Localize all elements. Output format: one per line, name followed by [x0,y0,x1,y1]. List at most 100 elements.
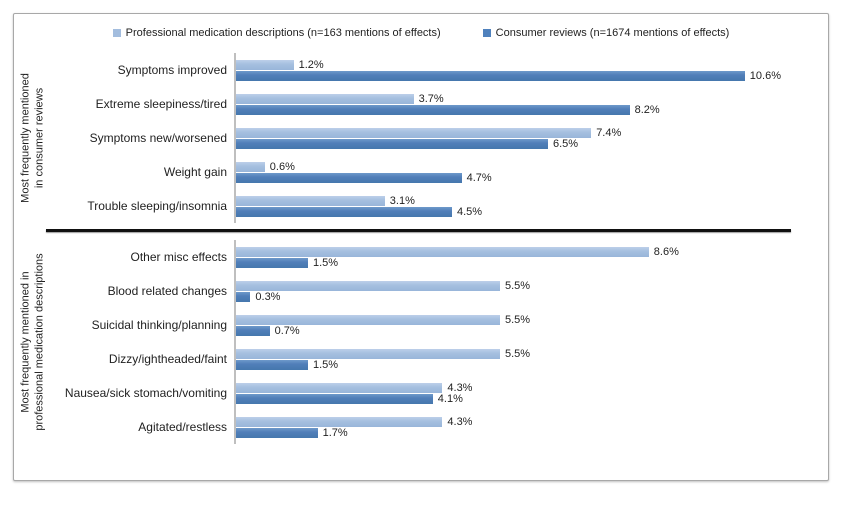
bar-consumer [236,359,308,370]
bar-group: 5.5% 1.5% [234,342,828,376]
legend-label-professional: Professional medication descriptions (n=… [125,27,441,39]
value-label-professional: 0.6% [269,160,295,173]
value-label-professional: 8.6% [653,245,679,258]
bar-consumer [236,393,433,404]
bar-group: 3.7% 8.2% [234,87,828,121]
category-label: Trouble sleeping/insomnia [87,199,227,213]
category-label: Other misc effects [130,250,227,264]
bar-line-professional: 7.4% [236,126,828,139]
bar-consumer [236,427,318,438]
bar-professional [236,314,500,325]
bar-group: 5.5% 0.3% [234,274,828,308]
value-label-consumer: 1.7% [322,426,348,439]
legend-item-professional: Professional medication descriptions (n=… [112,27,441,39]
bar-group: 0.6% 4.7% [234,155,828,189]
bar-line-professional: 4.3% [236,415,828,428]
bar-line-consumer: 1.5% [236,256,828,269]
bar-line-consumer: 1.5% [236,358,828,371]
bar-consumer [236,104,630,115]
bar-line-consumer: 0.3% [236,291,828,303]
section-axis-label: Most frequently mentioned in consumer rev… [14,53,52,223]
category-rows: Other misc effects 8.6% 1.5% Blood related … [52,240,828,444]
bar-group: 5.5% 0.7% [234,308,828,342]
bar-group: 3.1% 4.5% [234,189,828,223]
bar-professional [236,195,385,206]
value-label-professional: 3.1% [389,194,415,207]
category-label: Symptoms new/worsened [89,131,227,145]
value-label-consumer: 8.2% [634,103,660,116]
bar-line-consumer: 10.6% [236,70,828,82]
bar-professional [236,246,649,257]
bar-consumer [236,138,548,149]
value-label-professional: 5.5% [505,347,531,360]
value-label-professional: 5.5% [505,279,531,292]
category-row: Symptoms improved 1.2% 10.6% [52,53,828,87]
section-axis-label: Most frequently mentioned in professional… [14,240,52,444]
category-label: Agitated/restless [138,420,227,434]
bar-group: 1.2% 10.6% [234,53,828,87]
bar-line-professional: 5.5% [236,279,828,292]
category-label: Dizzy/ightheaded/faint [108,352,227,366]
bar-group: 4.3% 1.7% [234,410,828,444]
value-label-professional: 4.3% [447,381,473,394]
value-label-professional: 5.5% [505,313,531,326]
bar-line-professional: 3.1% [236,194,828,207]
bar-professional [236,127,592,138]
category-label: Suicidal thinking/planning [91,318,227,332]
bar-consumer [236,325,270,336]
value-label-professional: 3.7% [418,92,444,105]
value-label-consumer: 1.5% [313,358,339,371]
value-label-consumer: 6.5% [553,137,579,150]
bar-consumer [236,172,462,183]
category-label: Nausea/sick stomach/vomiting [64,386,227,400]
bar-line-consumer: 4.5% [236,206,828,218]
category-rows: Symptoms improved 1.2% 10.6% Extreme sleepi… [52,53,828,223]
value-label-consumer: 1.5% [313,256,339,269]
bar-group: 8.6% 1.5% [234,240,828,274]
bar-professional [236,59,294,70]
category-label: Symptoms improved [117,63,227,77]
bar-consumer [236,70,745,81]
category-row: Extreme sleepiness/tired 3.7% 8.2% [52,87,828,121]
bar-line-consumer: 4.7% [236,171,828,184]
bar-professional [236,280,500,291]
section-0: Most frequently mentioned in consumer rev… [14,53,828,223]
legend-swatch-consumer-icon [482,29,491,37]
bar-consumer [236,257,308,268]
category-row: Dizzy/ightheaded/faint 5.5% 1.5% [52,342,828,376]
bar-line-consumer: 8.2% [236,103,828,116]
section-1: Most frequently mentioned in professional… [14,240,828,444]
bar-professional [236,382,443,393]
bar-line-professional: 0.6% [236,160,828,173]
bar-line-professional: 5.5% [236,313,828,326]
bar-professional [236,161,265,172]
category-row: Trouble sleeping/insomnia 3.1% 4.5% [52,189,828,223]
category-row: Suicidal thinking/planning 5.5% 0.7% [52,308,828,342]
category-row: Other misc effects 8.6% 1.5% [52,240,828,274]
section-axis-label-text: Most frequently mentioned in consumer rev… [19,73,46,203]
bar-group: 4.3% 4.1% [234,376,828,410]
category-row: Blood related changes 5.5% 0.3% [52,274,828,308]
legend-item-consumer: Consumer reviews (n=1674 mentions of eff… [482,27,729,39]
section-axis-label-text: Most frequently mentioned in professional… [19,253,46,431]
bar-line-consumer: 1.7% [236,426,828,439]
bar-professional [236,348,500,359]
value-label-professional: 4.3% [447,415,473,428]
value-label-consumer: 4.7% [466,171,492,184]
bar-line-professional: 8.6% [236,245,828,258]
legend: Professional medication descriptions (n=… [14,27,828,39]
bar-professional [236,416,443,427]
value-label-consumer: 4.1% [437,392,463,405]
bar-line-consumer: 4.1% [236,392,828,405]
plot-area: Most frequently mentioned in consumer rev… [14,53,828,444]
bar-line-consumer: 0.7% [236,324,828,337]
value-label-consumer: 0.7% [274,324,300,337]
chart-frame: Professional medication descriptions (n=… [13,13,829,481]
bar-line-professional: 1.2% [236,59,828,71]
value-label-professional: 7.4% [596,126,622,139]
category-label: Extreme sleepiness/tired [95,97,227,111]
bar-consumer [236,291,251,302]
category-row: Agitated/restless 4.3% 1.7% [52,410,828,444]
bar-line-professional: 4.3% [236,381,828,394]
